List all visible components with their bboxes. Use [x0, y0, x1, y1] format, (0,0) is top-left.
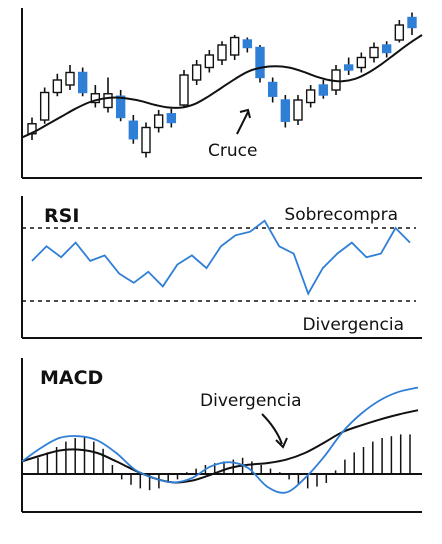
bearish-candle: [242, 39, 253, 49]
bullish-candle: [141, 126, 151, 154]
bearish-candle: [343, 64, 354, 71]
bearish-candle: [115, 95, 126, 119]
candles-group: [27, 12, 417, 158]
bullish-candle: [229, 36, 240, 56]
bullish-candle: [191, 64, 202, 81]
rsi-title: RSI: [44, 205, 79, 227]
cruce-arrow-shaft: [236, 111, 249, 135]
macd-line: [21, 386, 419, 494]
bullish-candle: [153, 114, 164, 129]
sobrecompra-label: Sobrecompra: [284, 205, 398, 225]
bullish-candle: [305, 89, 316, 104]
bullish-candle: [103, 93, 113, 109]
bullish-candle: [52, 79, 63, 94]
bullish-candle: [65, 71, 75, 86]
macd-signal-line: [21, 409, 419, 484]
macd-arrow-head: [275, 437, 288, 449]
bearish-candle: [77, 71, 88, 94]
rsi-divergencia-label: Divergencia: [302, 315, 404, 335]
bearish-candle: [267, 81, 278, 97]
bearish-candle: [166, 113, 177, 124]
bullish-candle: [90, 93, 101, 104]
bullish-candle: [293, 99, 303, 121]
bullish-candle: [369, 46, 379, 59]
bearish-candle: [318, 84, 329, 96]
bearish-candle: [407, 16, 417, 29]
bullish-candle: [356, 56, 367, 69]
cruce-arrow-head: [239, 108, 251, 119]
rsi-panel: RSI Sobrecompra Divergencia: [21, 196, 422, 339]
macd-divergencia-arrow: [261, 413, 288, 449]
bearish-candle: [280, 99, 291, 122]
price-panel: Cruce: [21, 8, 423, 179]
bullish-candle: [217, 44, 227, 61]
cruce-arrow: [236, 108, 251, 135]
moving-average-line: [21, 34, 423, 139]
bullish-candle: [39, 91, 50, 121]
cruce-label: Cruce: [208, 141, 257, 161]
rsi-line: [31, 219, 411, 296]
bullish-candle: [204, 54, 215, 69]
bullish-candle: [394, 24, 405, 41]
macd-panel: MACD Divergencia: [21, 358, 422, 513]
bearish-candle: [381, 44, 392, 54]
macd-histogram: [37, 434, 411, 491]
bearish-candle: [255, 46, 265, 79]
macd-divergencia-label: Divergencia: [200, 391, 302, 411]
bearish-candle: [128, 120, 139, 140]
bullish-candle: [179, 74, 189, 106]
macd-arrow-shaft: [261, 413, 283, 445]
macd-title: MACD: [40, 367, 103, 389]
